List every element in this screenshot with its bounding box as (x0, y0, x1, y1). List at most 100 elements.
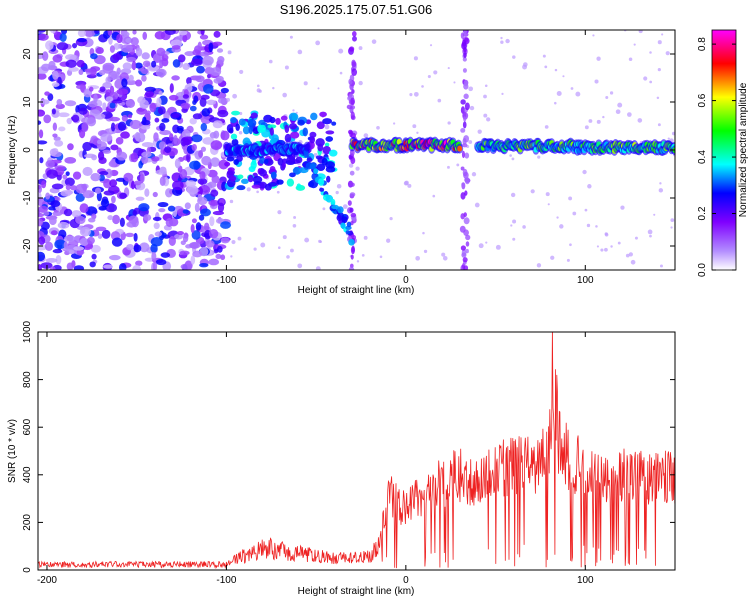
heat-cell (200, 208, 211, 217)
heat-cell (110, 144, 119, 151)
heat-cell (325, 136, 334, 142)
heat-cell (203, 222, 210, 231)
heat-cell (459, 225, 466, 233)
heat-cell (348, 78, 353, 85)
heat-cell (138, 203, 150, 212)
heat-cell (52, 211, 63, 217)
heat-cell (65, 171, 70, 177)
heat-cell (51, 82, 60, 87)
heat-cell (137, 96, 146, 104)
heat-cell (52, 133, 58, 138)
heat-cell (153, 132, 159, 142)
heat-cell (416, 131, 419, 134)
heat-cell (572, 211, 577, 216)
heat-cell (554, 101, 557, 105)
heat-cell (284, 65, 289, 70)
heat-cell (98, 205, 107, 211)
heat-cell (289, 172, 296, 178)
heat-cell (158, 91, 163, 96)
heat-cell (191, 134, 203, 143)
heat-cell (657, 123, 661, 127)
heat-cell (112, 53, 122, 61)
heat-cell (103, 264, 113, 269)
heat-cell (207, 181, 217, 189)
heat-cell (41, 63, 51, 72)
heat-cell (144, 188, 150, 197)
heat-cell (315, 40, 321, 46)
heat-cell (584, 208, 588, 212)
heat-cell (65, 59, 77, 68)
heat-cell (165, 217, 174, 227)
colorbar-gradient (711, 29, 737, 271)
heat-cell (63, 241, 68, 250)
heat-cell (483, 94, 487, 99)
heat-cell (189, 241, 201, 249)
heat-cell (306, 157, 313, 163)
heat-cell (335, 190, 339, 195)
heat-cell (108, 35, 113, 45)
heat-cell (164, 30, 176, 35)
heat-cell (259, 169, 268, 177)
heat-cell (114, 79, 124, 89)
spectrogram-x-tick-label: 100 (577, 275, 594, 286)
heat-cell (276, 190, 280, 194)
heat-cell (638, 30, 643, 34)
heat-cell (43, 114, 52, 124)
heat-cell (596, 56, 601, 61)
heat-cell (242, 126, 250, 135)
heat-cell (338, 48, 344, 54)
heat-cell (113, 42, 120, 50)
heat-cell (109, 116, 121, 122)
heat-cell (45, 40, 54, 51)
heat-cell (304, 237, 310, 243)
heat-cell (72, 42, 78, 49)
heat-cell (238, 118, 246, 126)
heat-cell (268, 59, 273, 64)
heat-cell (536, 263, 542, 268)
heat-cell (62, 174, 68, 180)
colorbar-ticks: 0.0 0.2 0.4 0.6 0.8 (697, 37, 736, 277)
heat-cell (628, 252, 633, 257)
heat-cell (256, 84, 260, 88)
heat-cell (158, 208, 166, 213)
heat-cell (171, 45, 181, 50)
heat-cell (610, 245, 613, 248)
heat-cell (217, 97, 226, 104)
heat-cell (79, 226, 91, 237)
heat-cell (512, 219, 517, 224)
heat-cell (250, 112, 258, 119)
heat-cell (91, 253, 97, 260)
heat-cell (544, 125, 549, 129)
heat-cell (556, 91, 562, 97)
heat-cell (217, 202, 225, 213)
heat-cell (464, 152, 470, 159)
heat-cell (474, 202, 480, 208)
heat-cell (595, 225, 598, 228)
heat-cell (277, 210, 282, 215)
spectrogram-y-tick-label: -20 (22, 238, 33, 253)
heat-cell (257, 124, 264, 134)
heat-cell (52, 122, 58, 131)
heat-cell (231, 239, 236, 245)
heat-cell (309, 135, 316, 144)
heat-cell (131, 217, 139, 228)
heat-cell (54, 239, 67, 250)
heat-cell (215, 75, 224, 83)
heat-cell (566, 258, 570, 262)
heat-cell (154, 117, 160, 123)
heat-cell (184, 51, 195, 57)
heat-cell (313, 153, 318, 157)
heat-cell (657, 68, 661, 72)
heat-cell (305, 162, 312, 170)
heat-cell (109, 45, 115, 53)
heat-cell (500, 36, 503, 40)
heat-cell (65, 184, 71, 191)
heat-cell (63, 208, 73, 217)
heat-cell (319, 111, 327, 118)
heat-cell (345, 230, 351, 235)
heat-cell (270, 171, 277, 179)
heat-cell (220, 254, 226, 261)
heat-cell (427, 74, 431, 79)
heat-cell (95, 46, 104, 55)
